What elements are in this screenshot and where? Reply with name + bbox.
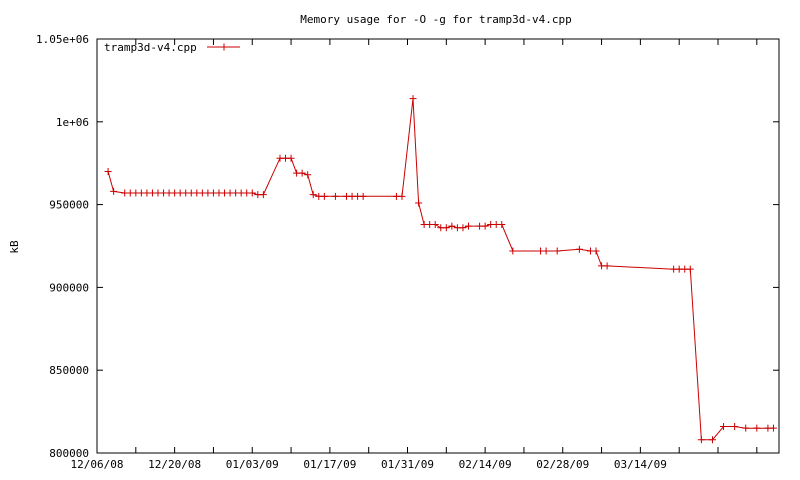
legend-marker xyxy=(220,43,228,51)
data-point xyxy=(298,169,306,177)
data-point xyxy=(459,224,467,232)
data-point xyxy=(498,220,506,228)
data-point xyxy=(287,154,295,162)
x-tick-label: 02/14/09 xyxy=(459,458,512,471)
data-point xyxy=(509,247,517,255)
y-tick-label: 800000 xyxy=(49,447,89,460)
x-tick-label: 01/31/09 xyxy=(381,458,434,471)
chart-title: Memory usage for -O -g for tramp3d-v4.cp… xyxy=(300,13,572,26)
data-point xyxy=(542,247,550,255)
data-point xyxy=(448,222,456,230)
data-point xyxy=(309,191,317,199)
data-point xyxy=(686,265,694,273)
data-point xyxy=(359,192,367,200)
data-point xyxy=(697,436,705,444)
data-point xyxy=(575,245,583,253)
data-point xyxy=(442,224,450,232)
data-point xyxy=(720,423,728,431)
x-tick-label: 01/17/09 xyxy=(303,458,356,471)
data-point xyxy=(398,192,406,200)
data-point xyxy=(415,199,423,207)
data-point xyxy=(753,424,761,432)
plot-frame xyxy=(96,38,780,454)
data-point xyxy=(464,222,472,230)
legend-label: tramp3d-v4.cpp xyxy=(104,41,197,54)
y-tick-label: 900000 xyxy=(49,281,89,294)
y-axis: 800000 850000 900000 950000 1e+06 1.05e+06 xyxy=(36,33,779,460)
y-tick-label: 1e+06 xyxy=(56,116,89,129)
data-point xyxy=(409,95,417,103)
data-point xyxy=(481,222,489,230)
data-point xyxy=(104,167,112,175)
data-point xyxy=(259,191,267,199)
x-tick-label: 12/06/08 xyxy=(71,458,124,471)
data-point xyxy=(708,436,716,444)
x-tick-label: 03/14/09 xyxy=(614,458,667,471)
data-point xyxy=(304,171,312,179)
data-point xyxy=(248,189,256,197)
y-tick-label: 850000 xyxy=(49,364,89,377)
data-point xyxy=(431,220,439,228)
data-point xyxy=(331,192,339,200)
y-axis-label: kB xyxy=(8,240,21,254)
x-tick-label: 12/20/08 xyxy=(148,458,201,471)
data-point xyxy=(592,247,600,255)
data-point xyxy=(769,424,777,432)
x-axis: 12/06/08 12/20/08 01/03/09 01/17/09 01/31/09… xyxy=(71,39,758,471)
data-point xyxy=(742,424,750,432)
series-layer xyxy=(104,95,777,444)
data-point xyxy=(320,192,328,200)
data-point xyxy=(110,187,118,195)
legend: tramp3d-v4.cpp xyxy=(104,41,240,54)
data-point xyxy=(603,262,611,270)
y-tick-label: 950000 xyxy=(49,199,89,212)
data-point xyxy=(731,423,739,431)
x-tick-label: 02/28/09 xyxy=(536,458,589,471)
x-tick-label: 01/03/09 xyxy=(226,458,279,471)
data-point xyxy=(553,247,561,255)
y-tick-label: 1.05e+06 xyxy=(36,33,89,46)
